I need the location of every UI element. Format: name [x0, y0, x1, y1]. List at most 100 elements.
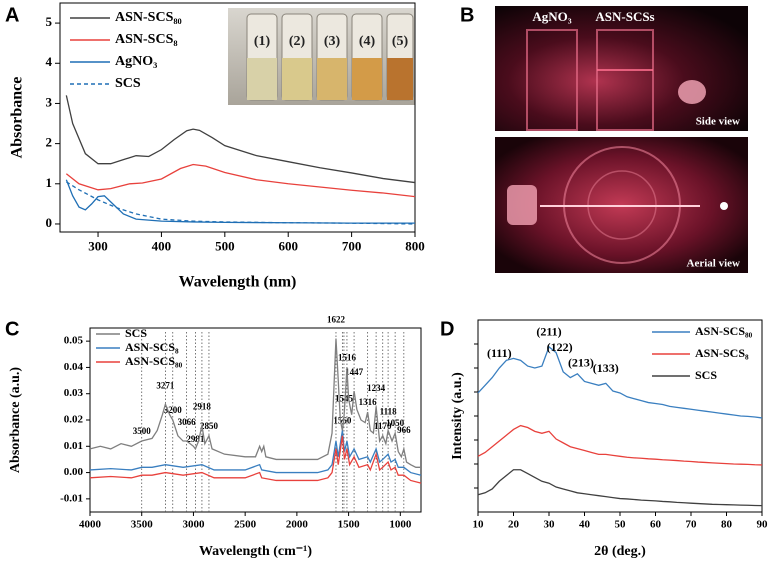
y-tick-label: 2 — [46, 135, 53, 150]
y-tick-label: 0.02 — [64, 414, 84, 426]
peak-annotation: (122) — [547, 340, 573, 354]
inset-label: (2) — [289, 34, 306, 49]
x-tick-label: 800 — [405, 238, 425, 253]
legend-label: AgNO₃ — [115, 54, 157, 69]
peak-label: 3200 — [164, 405, 183, 415]
peak-label: 1516 — [338, 352, 357, 362]
x-tick-label: 90 — [757, 518, 769, 530]
x-tick-label: 300 — [88, 238, 108, 253]
peak-annotation: (133) — [593, 361, 619, 375]
x-tick-label: 4000 — [79, 518, 102, 530]
panel-label: C — [5, 318, 19, 340]
series-line — [477, 424, 763, 466]
x-tick-label: 3000 — [182, 518, 205, 530]
x-axis-title: 2θ (deg.) — [594, 544, 646, 559]
peak-label: 1118 — [380, 407, 398, 417]
legend-label: ASN-SCS₈₀ — [695, 324, 753, 338]
series-line — [65, 163, 416, 198]
peak-label: 1545 — [335, 393, 354, 403]
legend-label: ASN-SCS₈ — [125, 340, 179, 354]
x-axis-title: Wavelength (cm⁻¹) — [199, 544, 312, 559]
peak-label: 966 — [397, 425, 411, 435]
y-tick-label: -0.01 — [60, 492, 83, 504]
panel-label: D — [440, 318, 454, 340]
x-tick-label: 50 — [615, 518, 627, 530]
peak-label: 1050 — [386, 418, 405, 428]
inset-label: (4) — [359, 34, 376, 49]
y-axis-title: Intensity (a.u.) — [450, 372, 465, 460]
x-tick-label: 600 — [278, 238, 298, 253]
peak-label: 1170 — [374, 421, 392, 431]
photo-label: AgNO₃ — [532, 9, 571, 24]
inset-label: (3) — [324, 34, 341, 49]
photo-caption: Aerial view — [687, 258, 741, 270]
x-tick-label: 2000 — [286, 518, 309, 530]
x-tick-label: 400 — [152, 238, 172, 253]
x-tick-label: 700 — [342, 238, 362, 253]
peak-label: 1316 — [359, 397, 378, 407]
photo-caption: Side view — [696, 116, 740, 128]
y-tick-label: 0.03 — [64, 387, 84, 399]
legend-label: ASN-SCS₈₀ — [125, 354, 183, 368]
peak-annotation: (211) — [536, 325, 561, 339]
side-view-photo: AgNO₃ ASN-SCSs Side view — [495, 6, 748, 131]
y-tick-label: 1 — [46, 175, 53, 190]
legend-label: SCS — [115, 76, 141, 91]
series-line — [65, 181, 416, 225]
x-tick-label: 1500 — [338, 518, 361, 530]
photo-label: ASN-SCSs — [595, 9, 654, 24]
peak-label: 2850 — [200, 421, 219, 431]
peak-label: 2981 — [186, 434, 205, 444]
x-tick-label: 30 — [544, 518, 556, 530]
peak-label: 3271 — [156, 380, 175, 390]
peak-label: 1447 — [345, 367, 364, 377]
peak-annotation: (213) — [568, 355, 594, 369]
peak-annotation: (111) — [487, 346, 512, 360]
legend-label: SCS — [695, 368, 717, 382]
y-tick-label: 0.05 — [64, 335, 84, 347]
y-tick-label: 3 — [46, 94, 53, 109]
legend-label: ASN-SCS₈₀ — [115, 10, 182, 25]
x-axis-title: Wavelength (nm) — [179, 274, 297, 291]
x-tick-label: 1000 — [389, 518, 412, 530]
series-line — [65, 95, 416, 184]
x-tick-label: 80 — [721, 518, 733, 530]
peak-label: 3500 — [133, 426, 152, 436]
peak-label: 3066 — [178, 417, 197, 427]
panel-label: A — [5, 4, 19, 26]
plot-frame — [59, 2, 416, 233]
legend-label: ASN-SCS₈ — [115, 32, 178, 47]
x-tick-label: 10 — [473, 518, 485, 530]
inset-label: (5) — [392, 34, 409, 49]
series-line — [89, 430, 422, 476]
x-tick-label: 40 — [579, 518, 591, 530]
x-tick-label: 70 — [686, 518, 698, 530]
x-tick-label: 20 — [508, 518, 520, 530]
series-line — [89, 338, 421, 468]
series-line — [89, 435, 422, 484]
series-line — [477, 469, 763, 507]
y-tick-label: 4 — [46, 54, 53, 69]
y-tick-label: 0 — [46, 215, 53, 230]
x-tick-label: 500 — [215, 238, 235, 253]
inset-label: (1) — [254, 34, 271, 49]
x-tick-label: 60 — [650, 518, 662, 530]
y-tick-label: 5 — [46, 14, 53, 29]
legend-label: SCS — [125, 326, 147, 340]
peak-label: 1234 — [367, 383, 386, 393]
y-axis-title: Absorbance — [9, 77, 26, 159]
x-tick-label: 2500 — [234, 518, 257, 530]
y-axis-title: Absorbance (a.u.) — [8, 367, 23, 474]
y-tick-label: 0.01 — [64, 440, 83, 452]
peak-label: 1622 — [327, 315, 346, 325]
peak-label: 1560 — [333, 416, 352, 426]
aerial-view-photo: Aerial view — [495, 137, 748, 273]
inset-photo: (1) (2) (3) (4) (5) — [228, 8, 415, 105]
series-line — [477, 345, 763, 419]
panel-label: B — [460, 4, 474, 26]
peak-label: 2918 — [193, 401, 212, 411]
y-tick-label: 0.04 — [64, 361, 84, 373]
y-tick-label: 0.00 — [64, 466, 84, 478]
x-tick-label: 3500 — [131, 518, 154, 530]
